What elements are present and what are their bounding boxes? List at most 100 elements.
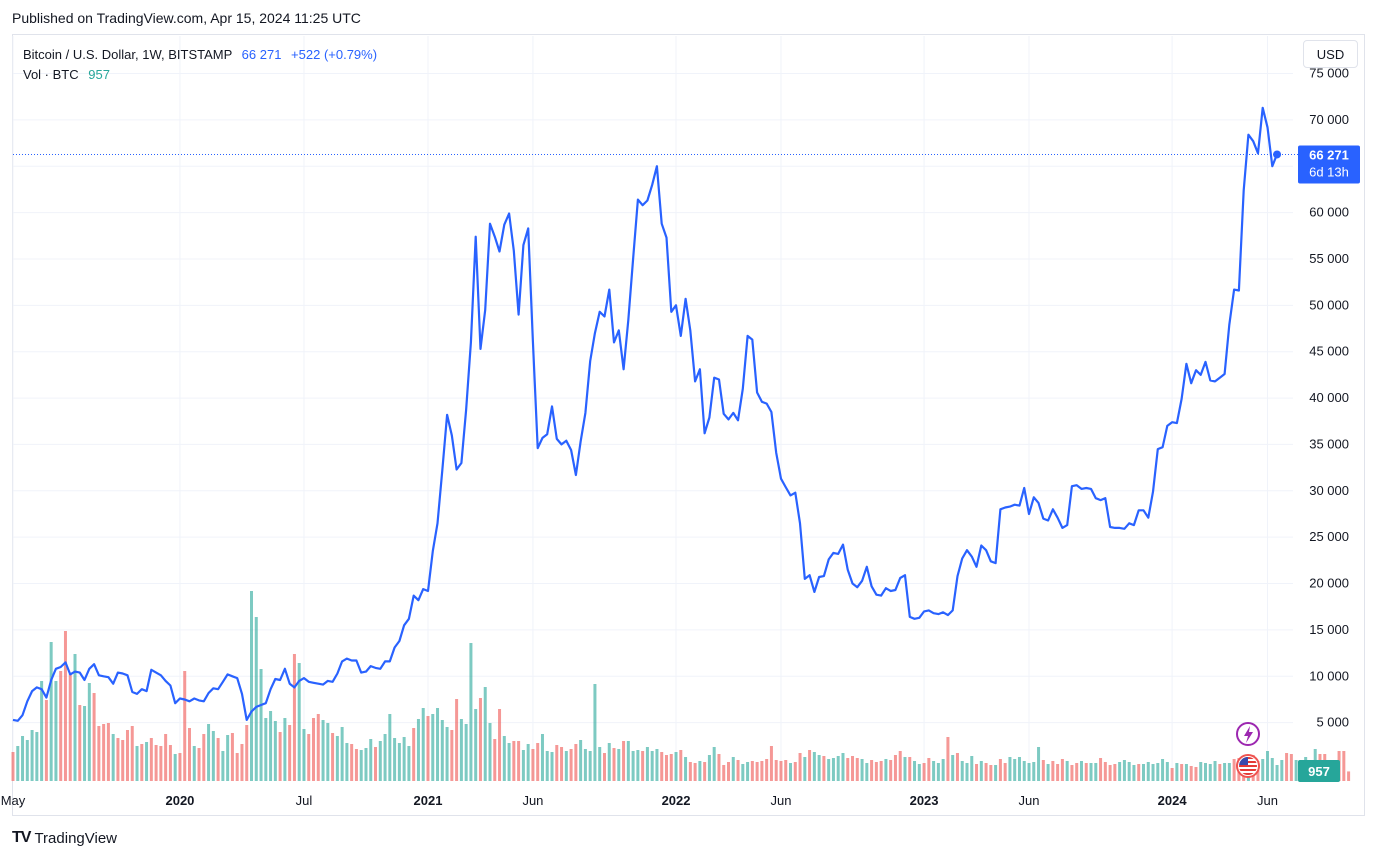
volume-bar <box>1041 760 1045 781</box>
volume-bar <box>140 744 144 781</box>
volume-bar <box>11 752 15 781</box>
volume-bar <box>1280 760 1284 781</box>
volume-bar <box>812 752 816 781</box>
volume-bar <box>1347 771 1351 781</box>
volume-bar <box>1218 764 1222 781</box>
volume-bar <box>207 724 211 781</box>
volume-bar <box>512 741 516 781</box>
volume-bar <box>607 743 611 781</box>
volume-bar <box>121 740 125 781</box>
volume-bar <box>1213 761 1217 781</box>
volume-bar <box>297 663 301 781</box>
volume-bar <box>679 750 683 781</box>
volume-bar <box>588 751 592 781</box>
volume-bar <box>879 761 883 781</box>
volume-bar <box>717 754 721 781</box>
volume-bar <box>650 751 654 781</box>
volume-bar <box>21 736 25 781</box>
volume-bar <box>1027 763 1031 781</box>
volume-bar <box>388 714 392 781</box>
volume-bar <box>488 723 492 781</box>
last-price-dot <box>1273 150 1282 159</box>
volume-bar <box>526 744 530 781</box>
volume-bar <box>369 739 373 781</box>
volume-bar <box>1261 759 1265 781</box>
volume-bar <box>288 725 292 781</box>
tradingview-logo-icon[interactable]: TV <box>12 829 31 846</box>
volume-bar <box>63 631 67 781</box>
volume-bar <box>1065 761 1069 781</box>
volume-bar <box>960 761 964 781</box>
volume-bar <box>326 723 330 781</box>
volume-bar <box>59 671 63 781</box>
volume-bar <box>235 753 239 781</box>
currency-button[interactable]: USD <box>1303 40 1358 68</box>
x-tick-label: May <box>1 793 26 808</box>
volume-bar <box>827 759 831 781</box>
volume-bar <box>102 724 106 781</box>
volume-bar <box>593 684 597 781</box>
volume-bar <box>655 749 659 781</box>
volume-bar <box>707 755 711 781</box>
volume-bar <box>779 761 783 781</box>
volume-bar <box>846 758 850 781</box>
volume-bar <box>774 760 778 781</box>
volume-bar <box>994 765 998 781</box>
volume-bar <box>736 760 740 781</box>
volume-bar <box>483 687 487 781</box>
volume-bars <box>11 591 1351 781</box>
volume-bar <box>35 732 39 781</box>
volume-bar <box>1108 765 1112 781</box>
volume-bar <box>1194 767 1198 781</box>
volume-bar <box>631 751 635 781</box>
x-tick-label: Jul <box>296 793 313 808</box>
volume-bar <box>168 745 172 781</box>
volume-bar <box>502 736 506 781</box>
x-tick-label: 2020 <box>165 793 194 808</box>
volume-bar <box>164 734 168 781</box>
footer-brand-text[interactable]: TradingView <box>34 829 117 847</box>
volume-bar <box>149 738 153 781</box>
volume-bar <box>555 745 559 781</box>
volume-bar <box>545 751 549 781</box>
volume-bar <box>1151 764 1155 781</box>
volume-bar <box>498 709 502 781</box>
volume-bar <box>688 762 692 781</box>
symbol-title[interactable]: Bitcoin / U.S. Dollar, 1W, BITSTAMP <box>23 47 233 62</box>
y-tick-label: 35 000 <box>1309 436 1349 451</box>
us-flag-icon[interactable] <box>1236 754 1260 778</box>
volume-bar <box>970 756 974 781</box>
volume-tag-value: 957 <box>1308 764 1330 779</box>
volume-bar <box>273 721 277 781</box>
volume-bar <box>989 765 993 781</box>
volume-bar <box>822 756 826 781</box>
volume-bar <box>1141 764 1145 781</box>
volume-bar <box>922 763 926 781</box>
volume-bar <box>1232 759 1236 781</box>
volume-bar <box>178 753 182 781</box>
x-tick-label: Jun <box>522 793 543 808</box>
volume-bar <box>908 757 912 781</box>
x-tick-label: 2023 <box>910 793 939 808</box>
volume-bar <box>817 755 821 781</box>
volume-bar <box>693 763 697 781</box>
volume-bar <box>374 747 378 781</box>
volume-bar <box>946 737 950 781</box>
volume-bar <box>851 756 855 781</box>
volume-bar <box>125 730 129 781</box>
volume-bar <box>884 759 888 781</box>
lightning-icon[interactable] <box>1236 722 1260 746</box>
volume-bar <box>1270 758 1274 781</box>
y-tick-label: 75 000 <box>1309 66 1349 81</box>
volume-bar <box>402 737 406 781</box>
volume-bar <box>803 757 807 781</box>
volume-bar <box>412 728 416 781</box>
volume-bar <box>1013 759 1017 781</box>
volume-bar <box>159 746 163 781</box>
volume-label[interactable]: Vol · BTC <box>23 67 79 82</box>
volume-bar <box>264 718 268 781</box>
y-tick-label: 5 000 <box>1316 715 1349 730</box>
volume-bar <box>378 741 382 781</box>
volume-bar <box>254 617 258 781</box>
